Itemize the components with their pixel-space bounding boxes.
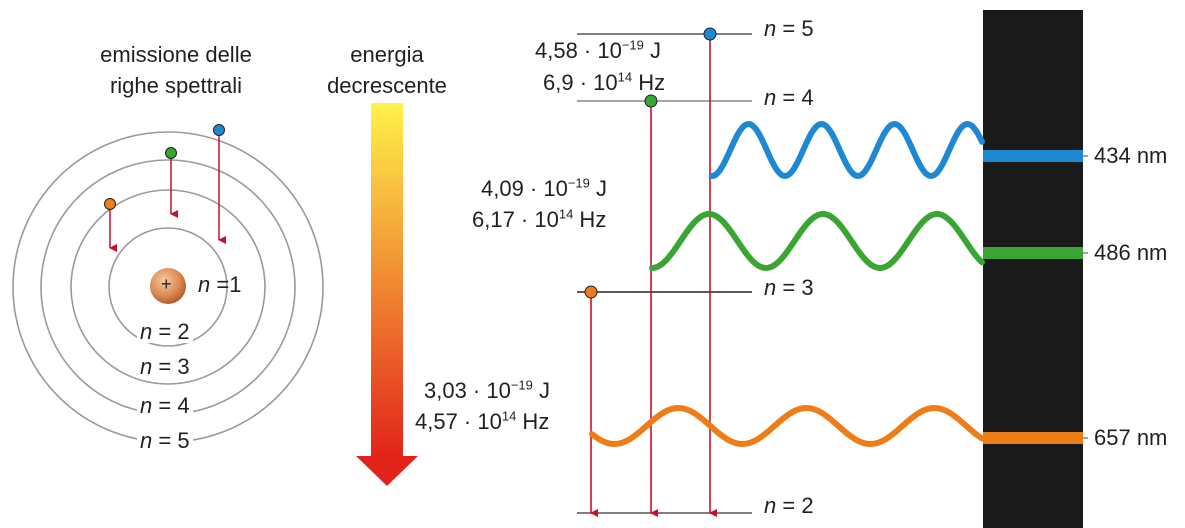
spectrum-line-green: [983, 247, 1083, 259]
photon-wave-green: [649, 211, 985, 272]
photon-waves: [589, 120, 985, 448]
atom-electron-green: [165, 147, 177, 159]
spectrum-strip: [983, 10, 1083, 528]
wavelength-label-orange: 657 nm: [1094, 425, 1168, 450]
orbit-label-n2: n = 2: [137, 321, 193, 343]
atom-electron-blue: [213, 124, 225, 136]
wavelength-label-blue: 434 nm: [1094, 143, 1168, 168]
blue-frequency-label: 6,9 · 1014 Hz: [543, 69, 666, 95]
orbit-label-n1: n =1: [198, 272, 242, 297]
orbit-label-n4: n = 4: [137, 395, 193, 417]
orbit-label-n3: n = 3: [137, 356, 193, 378]
wavelength-label-green: 486 nm: [1094, 240, 1168, 265]
photon-wave-blue: [709, 120, 985, 180]
spectrum-line-blue: [983, 150, 1083, 162]
photon-wave-orange: [589, 404, 985, 448]
atom-caption-line2: righe spettrali: [109, 73, 243, 98]
atom-electron-orange: [104, 198, 116, 210]
blue-energy-label: 4,58 · 10−19 J: [535, 37, 662, 63]
level-electron-orange: [584, 285, 598, 299]
orange-frequency-label: 4,57 · 1014 Hz: [415, 408, 550, 434]
orbit-label-n5: n = 5: [137, 430, 193, 452]
green-energy-label: 4,09 · 10−19 J: [481, 175, 608, 201]
atom-caption-line1: emissione delle: [100, 42, 252, 67]
level-electron-blue: [703, 27, 717, 41]
energy-label-line2: decrescente: [327, 73, 447, 98]
level-label-n5: n = 5: [764, 16, 814, 41]
level-electron-green: [644, 94, 658, 108]
spectrum-line-orange: [983, 432, 1083, 444]
orbit-n2: [108, 227, 228, 347]
level-label-n4: n = 4: [764, 85, 814, 110]
atom-transition-arrows: [109, 130, 226, 252]
energy-levels: [577, 33, 752, 514]
nucleus-symbol: +: [161, 274, 172, 294]
nucleus: [150, 268, 186, 304]
orange-energy-label: 3,03 · 10−19 J: [424, 377, 551, 403]
energy-arrow: [356, 103, 418, 486]
level-label-n2: n = 2: [764, 493, 814, 518]
green-frequency-label: 6,17 · 1014 Hz: [472, 206, 607, 232]
level-transition-arrows: [590, 34, 717, 517]
level-label-n3: n = 3: [764, 275, 814, 300]
orbit-n3: [70, 189, 266, 385]
energy-label-line1: energia: [350, 42, 424, 67]
